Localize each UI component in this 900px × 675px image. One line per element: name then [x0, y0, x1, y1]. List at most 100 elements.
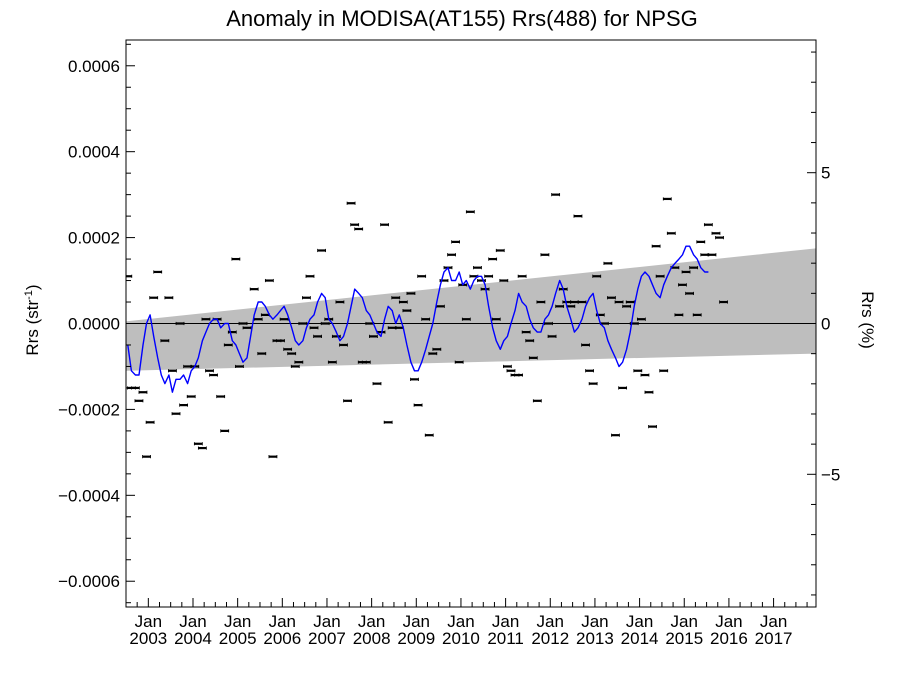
y-tick-label: −0.0002: [58, 400, 120, 419]
data-point: [186, 394, 196, 399]
data-point: [413, 403, 423, 407]
data-point: [145, 420, 155, 424]
x-tick-label-year: 2014: [621, 629, 659, 648]
data-point: [692, 313, 702, 317]
x-tick-label-month: Jan: [224, 612, 251, 631]
data-point: [502, 364, 512, 369]
data-point: [696, 240, 706, 244]
data-point: [454, 360, 464, 364]
data-point: [406, 291, 416, 296]
data-point: [216, 394, 226, 399]
data-point: [294, 360, 304, 364]
data-point: [432, 347, 442, 351]
data-point: [231, 257, 241, 261]
data-point: [488, 257, 498, 261]
data-point: [235, 364, 244, 369]
data-point: [592, 274, 602, 278]
data-point: [662, 197, 672, 201]
data-point: [197, 446, 207, 450]
x-tick-label-month: Jan: [760, 612, 787, 631]
data-point: [327, 360, 337, 364]
trend-band: [126, 248, 816, 371]
data-point: [651, 244, 661, 248]
y-axis-left-label-close: ): [23, 284, 42, 290]
x-tick-label-month: Jan: [492, 612, 519, 631]
data-point: [249, 287, 259, 291]
data-point: [644, 390, 654, 394]
data-point: [372, 382, 382, 386]
data-point: [618, 386, 628, 390]
data-point: [517, 274, 527, 278]
x-tick-label-month: Jan: [715, 612, 742, 631]
x-tick-label-year: 2007: [308, 629, 346, 648]
data-point: [611, 433, 620, 437]
y-tick-label: 0.0004: [68, 143, 120, 162]
data-point: [547, 334, 557, 338]
data-point: [585, 369, 594, 373]
x-tick-label-year: 2008: [353, 629, 391, 648]
data-point: [681, 270, 691, 274]
data-point: [461, 317, 471, 321]
x-tick-label-year: 2010: [442, 629, 480, 648]
data-point: [581, 343, 590, 347]
y-axis-right-label: Rrs (%): [858, 291, 877, 349]
data-point: [715, 235, 724, 240]
data-point: [398, 300, 408, 304]
y-tick-label: −0.0004: [58, 486, 120, 505]
data-point: [636, 317, 646, 321]
x-tick-label-month: Jan: [447, 612, 474, 631]
data-point: [380, 223, 389, 227]
x-tick-label-month: Jan: [313, 612, 340, 631]
data-point: [290, 364, 300, 369]
data-point: [264, 278, 274, 283]
y-tick-label: −0.0006: [58, 572, 120, 591]
data-point: [179, 403, 189, 407]
x-tick-label-year: 2017: [755, 629, 793, 648]
data-point: [447, 253, 456, 257]
data-point: [551, 193, 561, 197]
x-tick-label-year: 2006: [263, 629, 301, 648]
data-point: [134, 399, 144, 403]
data-point: [451, 240, 460, 244]
data-point: [302, 296, 311, 300]
data-point: [223, 343, 233, 347]
y-tick-label: 0.0002: [68, 229, 120, 248]
data-point: [138, 390, 148, 394]
data-point: [220, 429, 230, 433]
x-tick-label-year: 2012: [531, 629, 569, 648]
data-point: [484, 274, 494, 278]
x-tick-label-month: Jan: [269, 612, 296, 631]
data-point: [361, 360, 371, 364]
x-tick-label-month: Jan: [358, 612, 385, 631]
data-point: [465, 210, 475, 214]
data-point: [149, 296, 159, 300]
data-point: [477, 278, 486, 283]
data-point: [480, 287, 490, 291]
data-point: [678, 283, 687, 287]
data-point: [577, 300, 587, 304]
data-point: [528, 356, 538, 360]
data-point: [305, 274, 315, 278]
y-right-tick-label: 5: [821, 164, 830, 183]
data-point: [514, 373, 523, 377]
data-point: [383, 420, 393, 424]
plot-area: 0.0006 0.0004 0.0002 0.0000 −0.0002 −0.0004 −0…: [58, 39, 840, 648]
y-right-tick-label: −5: [821, 465, 840, 484]
data-point: [640, 373, 650, 377]
data-point: [603, 261, 613, 265]
data-point: [555, 304, 565, 308]
data-point: [201, 317, 211, 321]
data-point: [417, 274, 427, 278]
plot-data-group: [126, 193, 816, 459]
x-tick-label-month: Jan: [135, 612, 162, 631]
data-point: [402, 309, 412, 313]
data-point: [391, 296, 401, 300]
x-tick-label-month: Jan: [626, 612, 653, 631]
x-tick-label-year: 2015: [665, 629, 703, 648]
data-point: [521, 330, 531, 334]
data-point: [711, 231, 721, 235]
data-point: [703, 223, 713, 227]
x-tick-label-year: 2013: [576, 629, 614, 648]
data-point: [298, 321, 308, 326]
x-tick-label-month: Jan: [671, 612, 698, 631]
